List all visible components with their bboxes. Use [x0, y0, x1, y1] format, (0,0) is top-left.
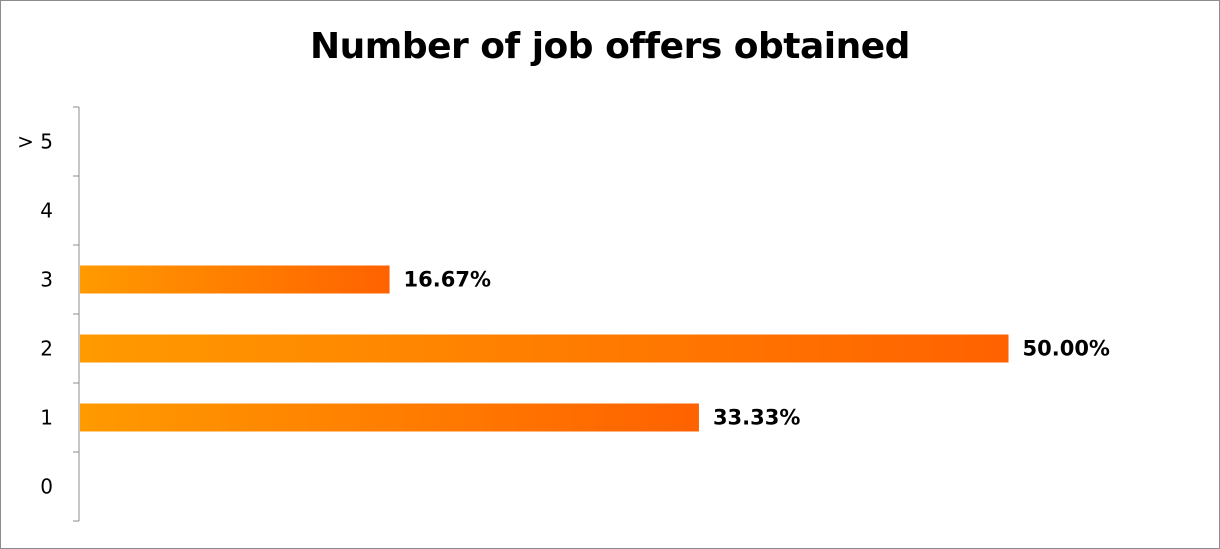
data-label: 16.67%	[404, 268, 491, 292]
bar	[80, 334, 1009, 363]
data-label: 50.00%	[1023, 337, 1110, 361]
y-tick-label: 0	[40, 475, 53, 499]
y-tick-label: > 5	[17, 130, 53, 154]
data-label: 33.33%	[713, 406, 800, 430]
y-tick-label: 2	[40, 337, 53, 361]
y-tick-label: 3	[40, 268, 53, 292]
y-tick-label: 4	[40, 199, 53, 223]
y-tick-label: 1	[40, 406, 53, 430]
bar	[80, 265, 390, 294]
chart-title: Number of job offers obtained	[310, 26, 910, 67]
bar	[80, 403, 699, 432]
